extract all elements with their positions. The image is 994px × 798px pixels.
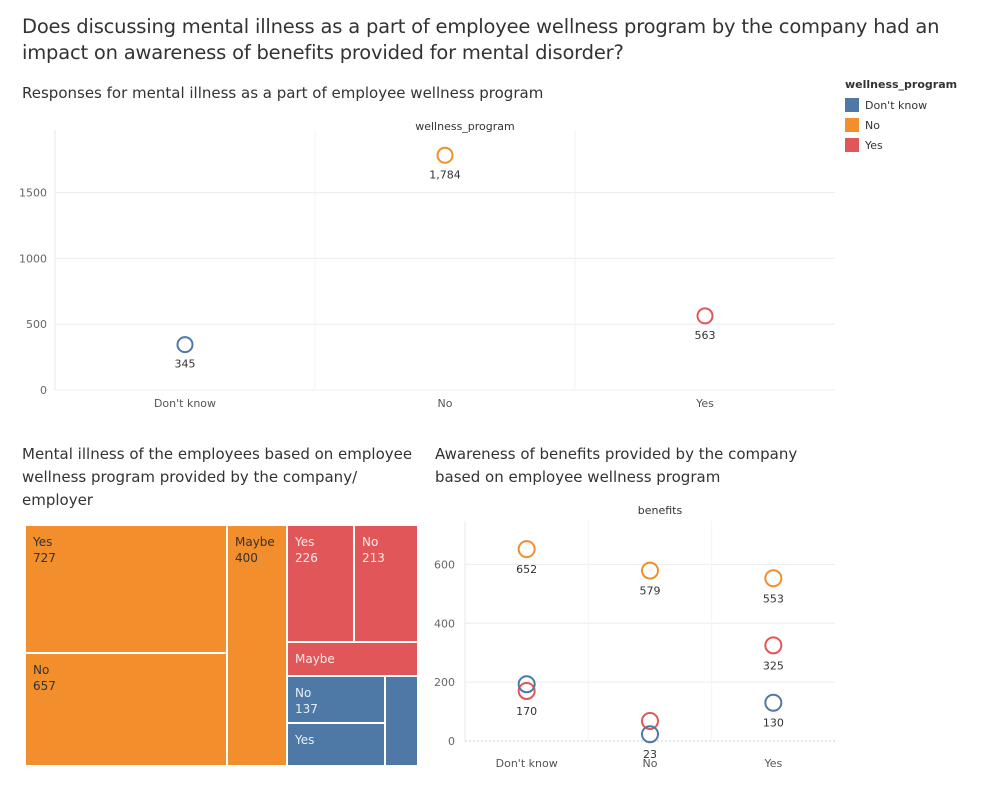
page-title: Does discussing mental illness as a part… xyxy=(22,15,940,64)
data-point xyxy=(436,146,454,164)
legend: wellness_program Don't know No Yes xyxy=(845,78,957,155)
data-label: 1,784 xyxy=(429,168,461,181)
y-tick-label: 500 xyxy=(26,318,47,331)
treemap-cell-label: No xyxy=(295,686,312,700)
treemap-cell-value: 657 xyxy=(33,679,56,693)
data-point xyxy=(517,675,536,694)
legend-label: No xyxy=(865,118,880,132)
treemap-cell-label: Yes xyxy=(295,535,315,549)
y-tick-label: 1000 xyxy=(19,252,47,265)
x-tick-label: No xyxy=(643,757,658,770)
y-tick-label: 200 xyxy=(434,676,455,689)
treemap-cell: No 137 xyxy=(287,676,385,723)
column-header: wellness_program xyxy=(415,120,515,133)
mental-illness-treemap: Yes 727 No 657 Maybe 400 Yes 226 No 213 Maybe No 137… xyxy=(25,525,418,766)
column-header: benefits xyxy=(638,504,683,517)
data-point xyxy=(176,336,194,354)
y-tick-label: 1500 xyxy=(19,187,47,200)
treemap-cell-value: 727 xyxy=(33,551,56,565)
treemap-cell-value: 137 xyxy=(295,702,318,716)
y-tick-label: 0 xyxy=(448,735,455,748)
legend-item-no[interactable]: No xyxy=(845,115,957,135)
y-tick-label: 0 xyxy=(40,384,47,397)
x-tick-label: No xyxy=(438,397,453,410)
treemap-cell: Yes 226 xyxy=(287,525,354,642)
data-label: 553 xyxy=(763,592,784,605)
treemap-cell-label: Maybe xyxy=(235,535,275,549)
treemap-cell: No 657 xyxy=(25,653,227,766)
data-label: 563 xyxy=(695,329,716,342)
treemap-cell: Maybe 400 xyxy=(227,525,287,766)
legend-title: wellness_program xyxy=(845,78,958,91)
legend-item-yes[interactable]: Yes xyxy=(845,135,957,155)
y-tick-label: 600 xyxy=(434,558,455,571)
data-point xyxy=(641,561,659,580)
data-point xyxy=(517,540,536,559)
legend-swatch xyxy=(845,138,859,152)
responses-scatter-chart: wellness_program 0 500 1000 1500 Don't know No… xyxy=(19,120,835,410)
y-tick-label: 400 xyxy=(434,617,455,630)
benefits-scatter-chart: benefits 0 200 400 600 Don't know No Yes 652 579 5… xyxy=(434,504,835,770)
chart1-title: Responses for mental illness as a part o… xyxy=(22,84,544,102)
legend-label: Yes xyxy=(865,138,883,152)
data-label: 325 xyxy=(763,659,784,672)
data-label: 652 xyxy=(516,563,537,576)
data-label: 345 xyxy=(175,358,196,371)
data-label: 130 xyxy=(763,717,784,730)
legend-item-dont-know[interactable]: Don't know xyxy=(845,95,957,115)
x-tick-label: Yes xyxy=(763,757,782,770)
chart2-title: Mental illness of the employees based on… xyxy=(22,445,413,509)
legend-swatch xyxy=(845,118,859,132)
data-label: 23 xyxy=(643,748,657,761)
legend-label: Don't know xyxy=(865,98,928,112)
legend-swatch xyxy=(845,98,859,112)
treemap-cell xyxy=(385,676,418,766)
data-point xyxy=(764,636,783,655)
treemap-cell: No 213 xyxy=(354,525,418,642)
treemap-cell: Maybe xyxy=(287,642,418,676)
x-tick-label: Don't know xyxy=(154,397,216,410)
treemap-cell-label: Yes xyxy=(33,535,53,549)
data-label: 170 xyxy=(516,705,537,718)
chart3-title: Awareness of benefits provided by the co… xyxy=(435,445,798,486)
data-label: 579 xyxy=(640,585,661,598)
treemap-cell-value: 213 xyxy=(362,551,385,565)
data-point xyxy=(764,569,783,588)
treemap-cell-label: Maybe xyxy=(295,652,335,666)
treemap-cell: Yes xyxy=(287,723,385,766)
treemap-cell-label: No xyxy=(362,535,379,549)
data-point xyxy=(517,681,536,700)
data-point xyxy=(641,711,659,730)
treemap-cell-label: No xyxy=(33,663,50,677)
x-tick-label: Don't know xyxy=(496,757,558,770)
data-point xyxy=(696,307,714,325)
x-tick-label: Yes xyxy=(695,397,714,410)
treemap-cell-label: Yes xyxy=(295,733,315,747)
data-point xyxy=(641,725,659,744)
treemap-cell-value: 400 xyxy=(235,551,258,565)
treemap-cell-value: 226 xyxy=(295,551,318,565)
data-point xyxy=(764,693,783,712)
treemap-cell: Yes 727 xyxy=(25,525,227,653)
